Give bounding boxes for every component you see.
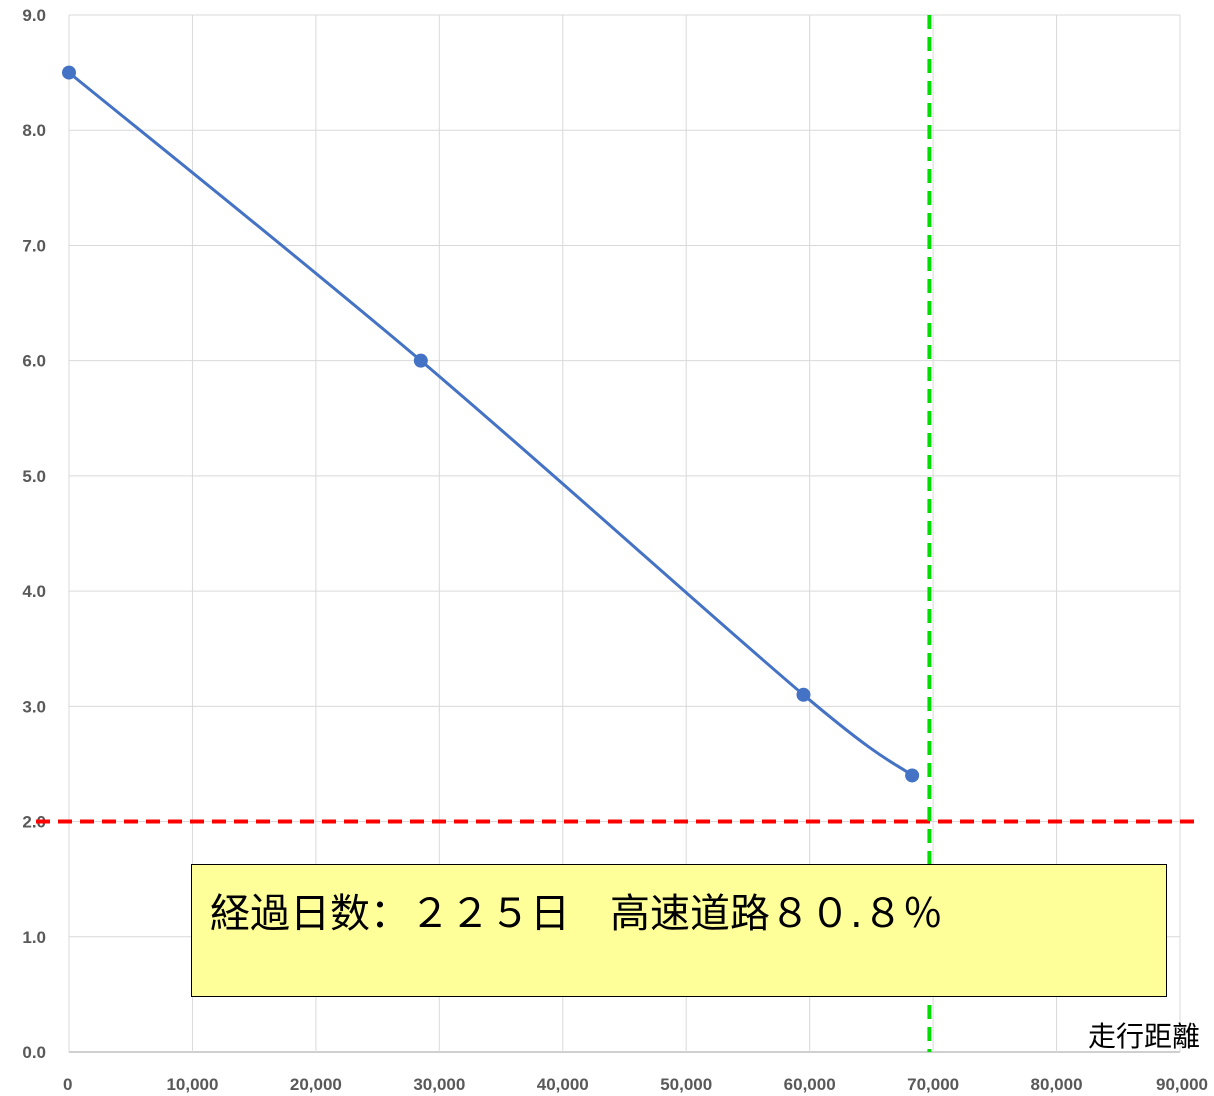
data-point: [905, 768, 920, 783]
x-tick-label: 40,000: [537, 1075, 589, 1094]
data-point: [796, 687, 811, 702]
x-tick-label: 30,000: [413, 1075, 465, 1094]
annotation-box: 経過日数：２２５日 高速道路８０.８％: [191, 864, 1167, 997]
x-tick-label: 90,000: [1156, 1075, 1208, 1094]
y-tick-label: 7.0: [22, 236, 46, 255]
x-tick-label: 10,000: [166, 1075, 218, 1094]
data-point: [62, 65, 76, 80]
x-axis-ticks: 0 10,000 20,000 30,000 40,000 50,000 60,000 70,…: [63, 1075, 1208, 1094]
series-layer: [62, 65, 920, 783]
x-tick-label: 0: [63, 1075, 72, 1094]
y-tick-label: 1.0: [22, 928, 46, 947]
x-tick-label: 70,000: [907, 1075, 959, 1094]
y-tick-label: 6.0: [22, 352, 46, 371]
y-tick-label: 3.0: [22, 697, 46, 716]
annotation-text: 経過日数：２２５日 高速道路８０.８％: [210, 891, 943, 937]
y-axis-ticks: 0.0 1.0 2.0 3.0 4.0 5.0 6.0 7.0 8.0 9.0: [22, 6, 46, 1062]
x-tick-label: 80,000: [1031, 1075, 1083, 1094]
series-line: [68, 71, 914, 777]
y-tick-label: 5.0: [22, 467, 46, 486]
x-axis-label: 走行距離: [1088, 1020, 1200, 1053]
x-tick-label: 50,000: [660, 1075, 712, 1094]
x-tick-label: 20,000: [290, 1075, 342, 1094]
y-tick-label: 0.0: [22, 1043, 46, 1062]
y-tick-label: 4.0: [22, 582, 46, 601]
y-tick-label: 2.0: [22, 813, 46, 832]
x-tick-label: 60,000: [784, 1075, 836, 1094]
y-tick-label: 8.0: [22, 121, 46, 140]
data-point: [413, 353, 428, 368]
y-tick-label: 9.0: [22, 6, 46, 25]
